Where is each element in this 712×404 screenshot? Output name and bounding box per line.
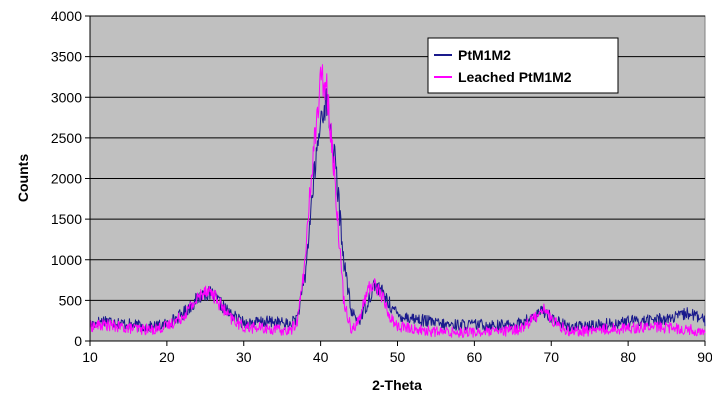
x-tick-label: 20 xyxy=(159,349,175,365)
y-tick-label: 1000 xyxy=(51,252,82,268)
y-axis-title: Counts xyxy=(15,154,31,202)
y-tick-label: 1500 xyxy=(51,211,82,227)
y-tick-label: 2500 xyxy=(51,130,82,146)
y-tick-label: 0 xyxy=(74,333,82,349)
series-line-leached-ptm1m2 xyxy=(89,64,706,338)
legend-label-ptm1m2: PtM1M2 xyxy=(458,47,511,63)
y-tick-label: 3000 xyxy=(51,89,82,105)
x-tick-label: 90 xyxy=(697,349,712,365)
x-tick-label: 40 xyxy=(313,349,329,365)
legend-box xyxy=(427,37,619,94)
legend-label-leached-ptm1m2: Leached PtM1M2 xyxy=(458,69,572,85)
x-tick-label: 30 xyxy=(236,349,252,365)
x-tick-label: 50 xyxy=(390,349,406,365)
x-tick-label: 80 xyxy=(620,349,636,365)
axes: 0 500 1000 1500 2000 2500 3000 3500 4000 10 20 30 40… xyxy=(51,8,712,365)
y-tick-label: 3500 xyxy=(51,49,82,65)
y-tick-label: 500 xyxy=(59,292,83,308)
y-tick-label: 4000 xyxy=(51,8,82,24)
y-tick-label: 2000 xyxy=(51,171,82,187)
legend: PtM1M2 Leached PtM1M2 xyxy=(427,37,619,94)
x-axis-title: 2-Theta xyxy=(372,377,422,393)
x-tick-label: 60 xyxy=(467,349,483,365)
x-tick-label: 10 xyxy=(82,349,98,365)
series-layer xyxy=(89,64,706,338)
x-tick-label: 70 xyxy=(543,349,559,365)
